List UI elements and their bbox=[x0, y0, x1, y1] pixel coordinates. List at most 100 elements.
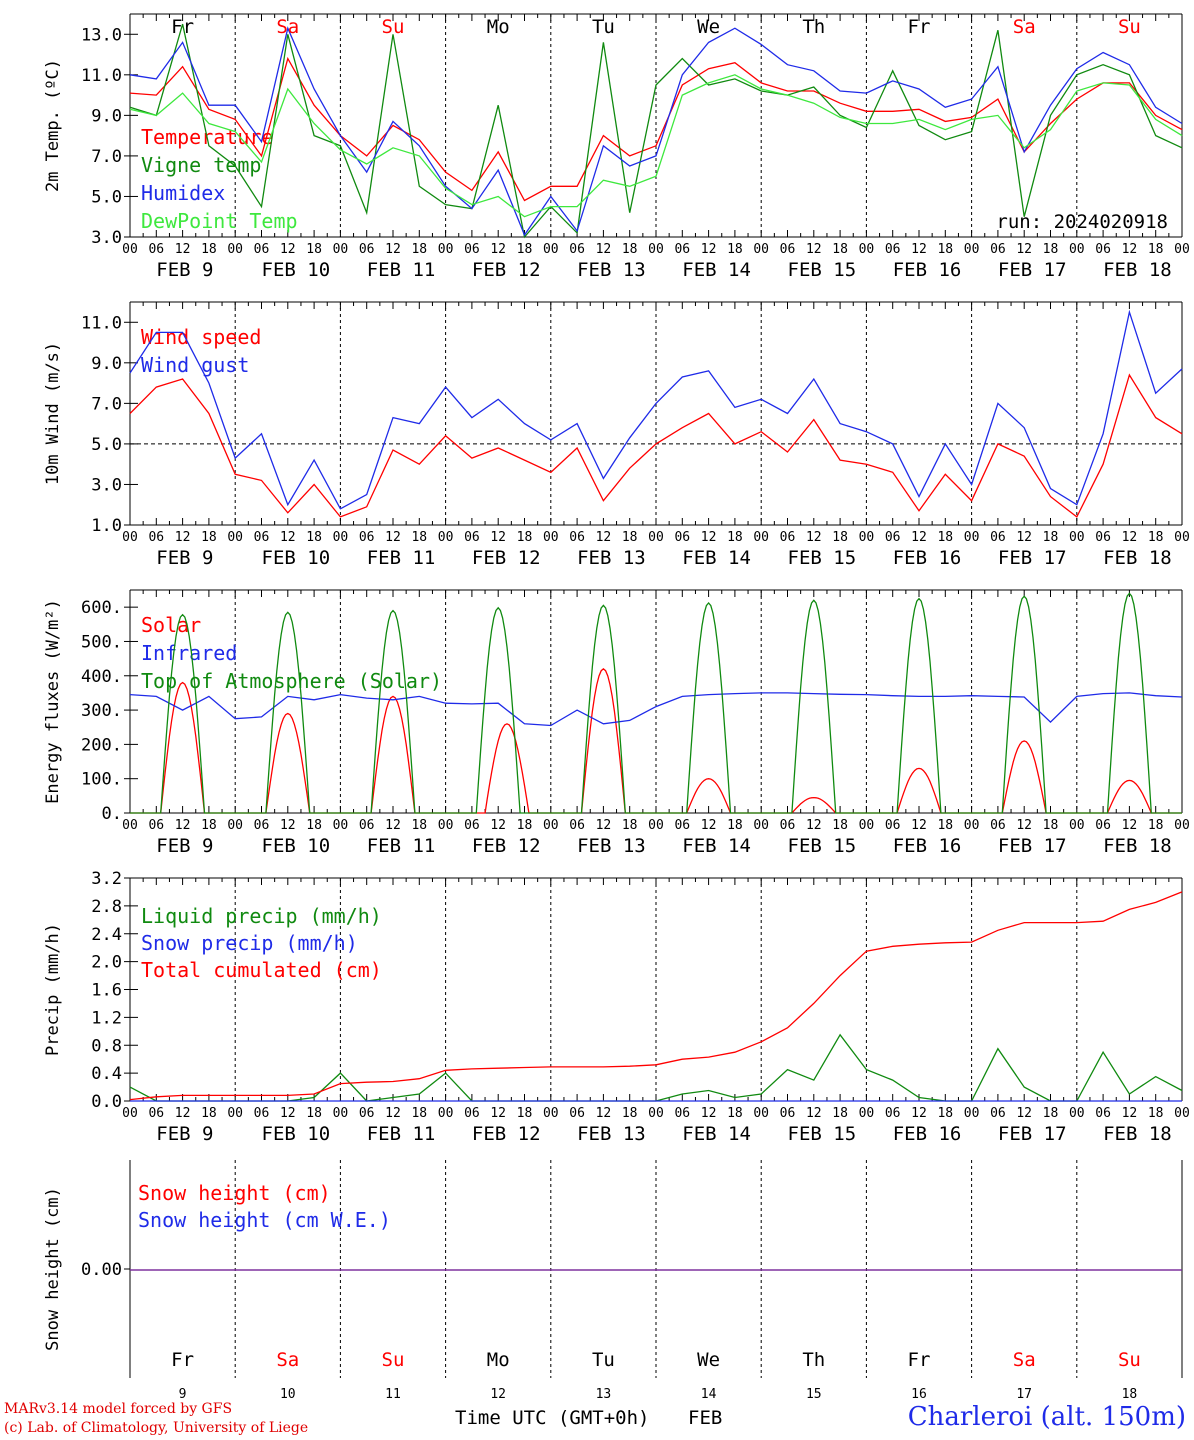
hour-tick-label: 06 bbox=[359, 242, 375, 257]
lab-credit-line: (c) Lab. of Climatology, University of L… bbox=[4, 1420, 309, 1436]
hour-tick-label: 18 bbox=[1148, 818, 1164, 833]
hour-tick-label: 18 bbox=[937, 1106, 953, 1121]
y-tick-label: 400. bbox=[81, 667, 122, 687]
hour-tick-label: 00 bbox=[1069, 818, 1085, 833]
hour-tick-label: 00 bbox=[543, 818, 559, 833]
hour-tick-label: 06 bbox=[569, 818, 585, 833]
weekday-label-bottom: Su bbox=[382, 1349, 405, 1371]
hour-tick-label: 00 bbox=[333, 818, 349, 833]
y-axis-label: 10m Wind (m/s) bbox=[43, 342, 63, 485]
y-tick-label: 11.0 bbox=[81, 313, 122, 333]
weekday-label-top: Su bbox=[1118, 16, 1141, 38]
hour-tick-label: 00 bbox=[1174, 530, 1190, 545]
hour-tick-label: 06 bbox=[885, 1106, 901, 1121]
series-line bbox=[129, 26, 1183, 237]
hour-tick-label: 06 bbox=[1095, 1106, 1111, 1121]
y-tick-label: 0.8 bbox=[91, 1036, 122, 1056]
day-axis-label: FEB 17 bbox=[998, 259, 1067, 281]
day-axis-label: FEB 16 bbox=[893, 1123, 962, 1145]
hour-tick-label: 00 bbox=[859, 242, 875, 257]
hour-tick-label: 06 bbox=[569, 530, 585, 545]
hour-tick-label: 00 bbox=[964, 1106, 980, 1121]
day-axis-label: FEB 13 bbox=[577, 547, 646, 569]
hour-tick-label: 00 bbox=[1174, 1106, 1190, 1121]
y-tick-label: 100. bbox=[81, 770, 122, 790]
hour-tick-label: 18 bbox=[411, 818, 427, 833]
hour-tick-label: 12 bbox=[175, 242, 191, 257]
y-tick-label: 5.0 bbox=[91, 435, 122, 455]
legend-entry: Snow height (cm W.E.) bbox=[138, 1208, 391, 1232]
day-axis-label: FEB 15 bbox=[788, 835, 857, 857]
hour-tick-label: 06 bbox=[464, 530, 480, 545]
hour-tick-label: 12 bbox=[1016, 242, 1032, 257]
day-axis-label: FEB 10 bbox=[262, 259, 331, 281]
series-line bbox=[129, 692, 1183, 727]
hour-tick-label: 12 bbox=[490, 818, 506, 833]
hour-tick-label: 06 bbox=[780, 242, 796, 257]
day-axis-label: FEB 16 bbox=[893, 259, 962, 281]
hour-tick-label: 18 bbox=[727, 1106, 743, 1121]
hour-tick-label: 00 bbox=[648, 242, 664, 257]
hour-tick-label: 12 bbox=[911, 1106, 927, 1121]
hour-tick-label: 06 bbox=[359, 530, 375, 545]
y-tick-label: 3.0 bbox=[91, 475, 122, 495]
hour-tick-label: 18 bbox=[306, 818, 322, 833]
hour-tick-label: 06 bbox=[780, 1106, 796, 1121]
hour-tick-label: 12 bbox=[596, 530, 612, 545]
run-label: run: 2024020918 bbox=[996, 211, 1168, 233]
hour-tick-label: 12 bbox=[1122, 1106, 1138, 1121]
day-number-label: 17 bbox=[1016, 1387, 1032, 1402]
legend-entry: Top of Atmosphere (Solar) bbox=[141, 669, 442, 693]
hour-tick-label: 06 bbox=[990, 530, 1006, 545]
hour-tick-label: 06 bbox=[885, 242, 901, 257]
day-axis-label: FEB 10 bbox=[262, 547, 331, 569]
hour-tick-label: 12 bbox=[490, 530, 506, 545]
day-number-label: 12 bbox=[490, 1387, 506, 1402]
day-axis-label: FEB 15 bbox=[788, 1123, 857, 1145]
hour-tick-label: 00 bbox=[964, 530, 980, 545]
hour-tick-label: 06 bbox=[674, 242, 690, 257]
hour-tick-label: 18 bbox=[517, 242, 533, 257]
hour-tick-label: 12 bbox=[280, 530, 296, 545]
day-axis-label: FEB 9 bbox=[156, 1123, 213, 1145]
day-axis-label: FEB 12 bbox=[472, 259, 541, 281]
hour-tick-label: 06 bbox=[674, 818, 690, 833]
day-number-label: 15 bbox=[806, 1387, 822, 1402]
series-line bbox=[129, 56, 1183, 202]
weekday-label-bottom: Sa bbox=[276, 1349, 299, 1371]
hour-tick-label: 18 bbox=[306, 530, 322, 545]
y-axis-label: Snow height (cm) bbox=[43, 1187, 63, 1351]
day-number-label: 11 bbox=[385, 1387, 401, 1402]
day-axis-label: FEB 14 bbox=[682, 1123, 751, 1145]
day-axis-label: FEB 13 bbox=[577, 835, 646, 857]
hour-tick-label: 00 bbox=[964, 242, 980, 257]
weekday-label-top: Sa bbox=[276, 16, 299, 38]
hour-tick-label: 00 bbox=[333, 530, 349, 545]
y-tick-label: 11.0 bbox=[81, 66, 122, 86]
series-line bbox=[129, 309, 1183, 510]
weekday-label-bottom: Sa bbox=[1013, 1349, 1036, 1371]
weekday-label-top: Fr bbox=[171, 16, 194, 38]
hour-tick-label: 18 bbox=[201, 242, 217, 257]
y-tick-label: 2.4 bbox=[91, 925, 122, 945]
weekday-label-top: Th bbox=[802, 16, 825, 38]
day-axis-label: FEB 14 bbox=[682, 835, 751, 857]
hour-tick-label: 00 bbox=[859, 818, 875, 833]
day-number-label: 18 bbox=[1122, 1387, 1138, 1402]
weekday-label-bottom: Fr bbox=[171, 1349, 194, 1371]
y-axis-label: 2m Temp. (ºC) bbox=[43, 59, 63, 192]
series-line bbox=[129, 23, 1183, 239]
hour-tick-label: 18 bbox=[727, 530, 743, 545]
hour-tick-label: 06 bbox=[254, 530, 270, 545]
weekday-label-bottom: Mo bbox=[487, 1349, 510, 1371]
day-axis-label: FEB 11 bbox=[367, 1123, 436, 1145]
hour-tick-label: 00 bbox=[964, 818, 980, 833]
weekday-label-top: Sa bbox=[1013, 16, 1036, 38]
day-axis-label: FEB 9 bbox=[156, 259, 213, 281]
hour-tick-label: 12 bbox=[1122, 242, 1138, 257]
legend-entry: Solar bbox=[141, 613, 201, 637]
y-tick-label: 7.0 bbox=[91, 394, 122, 414]
series-line bbox=[129, 373, 1183, 518]
day-number-label: 14 bbox=[701, 1387, 717, 1402]
